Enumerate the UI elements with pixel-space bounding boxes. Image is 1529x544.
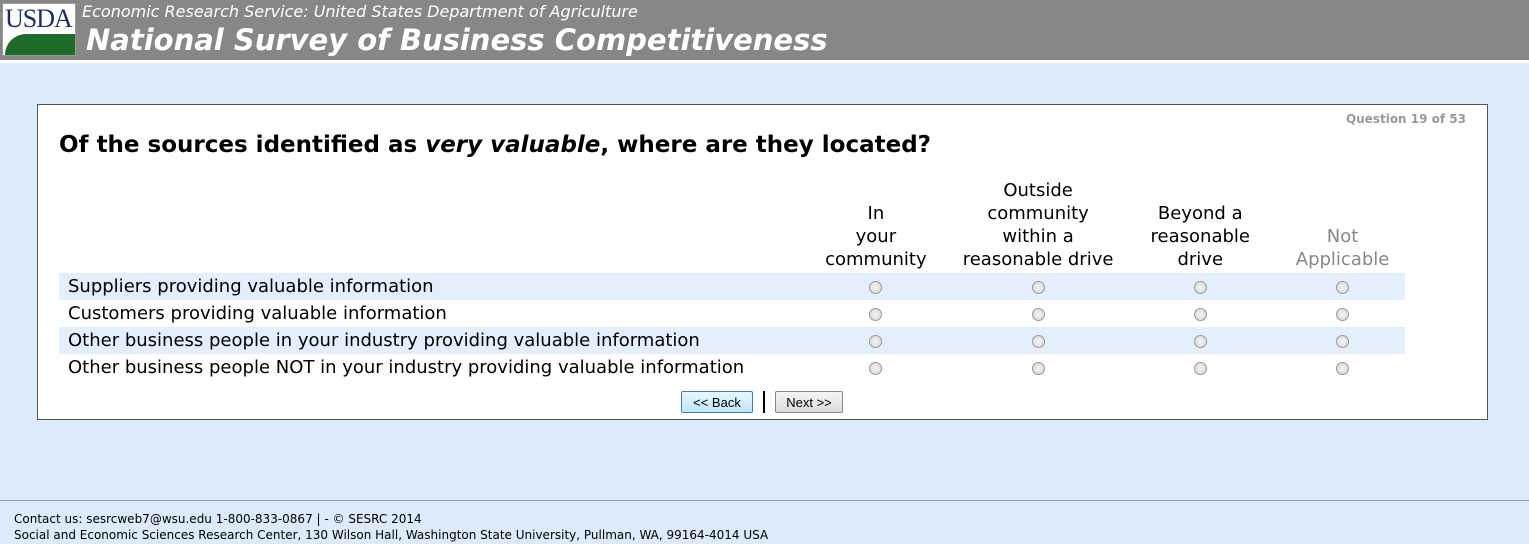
question-panel: Question 19 of 53 Of the sources identif… [37,104,1488,420]
column-header: Not Applicable [1280,179,1405,273]
nav-divider [763,391,765,413]
navigation: << Back Next >> [681,391,843,413]
column-header-line: Not [1326,226,1359,247]
row-label: Other business people NOT in your indust… [68,357,745,378]
radio-cell [1120,273,1281,300]
column-header-line: within a [1002,226,1074,247]
footer-contact: Contact us: sesrcweb7@wsu.edu 1-800-833-… [14,512,422,526]
row-label: Customers providing valuable information [68,303,447,324]
radio-cell [956,300,1121,327]
row-label: Other business people in your industry p… [59,327,797,354]
survey-title: National Survey of Business Competitiven… [86,23,828,57]
radio-button[interactable] [1031,307,1045,321]
table-row: Suppliers providing valuable information [59,273,1405,300]
radio-cell [955,273,1121,300]
radio-cell [796,273,956,300]
radio-button[interactable] [1031,280,1045,294]
radio-cell [1120,300,1280,327]
column-header: Beyond a reasonable drive [1120,179,1280,273]
radio-button[interactable] [869,334,883,348]
footer-address: Social and Economic Sciences Research Ce… [14,528,769,542]
footer: Contact us: sesrcweb7@wsu.edu 1-800-833-… [0,500,1529,544]
radio-button[interactable] [1193,307,1207,321]
table-row: Other business people in your industry p… [59,327,1405,354]
radio-cell [796,300,956,327]
column-header-line: reasonable drive [962,249,1114,270]
column-header: Outside community within a reasonable driv… [956,179,1121,273]
radio-cell [1280,327,1405,354]
column-header-line: your [855,226,897,247]
question-counter: Question 19 of 53 [1345,112,1466,126]
radio-cell [1280,354,1405,381]
header-subtitle: Economic Research Service: United States… [82,2,638,21]
radio-button[interactable] [1031,334,1045,348]
column-header-line: Applicable [1295,249,1390,270]
radio-button[interactable] [869,307,883,321]
column-header-line: Outside community [987,180,1089,224]
radio-cell [955,327,1121,354]
header-banner: USDA Economic Research Service: United S… [0,0,1529,63]
radio-cell [1120,354,1280,381]
response-grid: In your community Outside community within a… [59,179,1405,381]
radio-button[interactable] [1193,334,1207,348]
radio-button[interactable] [1031,361,1045,375]
table-row: Customers providing valuable information [59,300,1405,327]
radio-button[interactable] [1193,280,1207,294]
back-button[interactable]: << Back [681,391,753,413]
radio-cell [796,327,956,354]
usda-logo: USDA [2,3,76,56]
radio-cell [1280,300,1405,327]
column-header-line: community [825,249,927,270]
column-header-line: In [867,203,885,224]
radio-cell [1280,273,1405,300]
radio-button[interactable] [1336,334,1350,348]
radio-button[interactable] [1336,280,1350,294]
radio-cell [956,354,1121,381]
row-label: Suppliers providing valuable information [59,273,797,300]
radio-cell [796,354,956,381]
table-row: Other business people NOT in your indust… [59,354,1405,381]
radio-button[interactable] [869,280,883,294]
radio-cell [1120,327,1281,354]
column-header: In your community [796,179,956,273]
radio-button[interactable] [1336,361,1350,375]
next-button[interactable]: Next >> [775,391,843,413]
radio-button[interactable] [1336,307,1350,321]
radio-button[interactable] [869,361,883,375]
column-header-line: drive [1177,249,1224,270]
column-header-line: reasonable [1150,226,1250,247]
radio-button[interactable] [1193,361,1207,375]
column-header-line: Beyond a [1157,203,1243,224]
question-text: Of the sources identified as very valuab… [59,132,931,158]
